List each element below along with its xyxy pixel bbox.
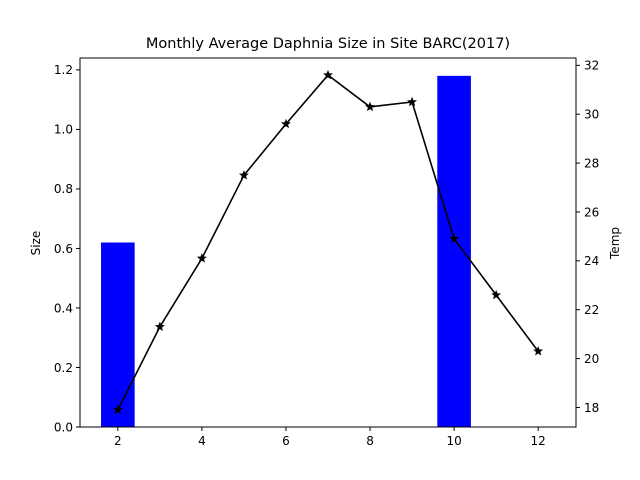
temp-marker (449, 233, 460, 244)
y-right-tick-label: 20 (584, 352, 599, 366)
temp-marker (323, 69, 333, 80)
bar-series (101, 75, 471, 428)
temp-marker (112, 404, 123, 415)
y-left-tick-label: 0.6 (54, 242, 73, 256)
temp-marker (407, 96, 418, 107)
x-tick-label: 2 (114, 434, 122, 448)
y-axis-left: 0.0 0.2 0.4 0.6 0.8 1.0 1.2 (54, 63, 80, 434)
temp-marker (280, 118, 291, 129)
temp-marker (196, 253, 207, 263)
y-axis-right: 18 20 22 24 26 28 30 32 (576, 59, 599, 415)
x-tick-label: 4 (198, 434, 206, 448)
y-right-tick-label: 24 (584, 254, 599, 268)
y-right-tick-label: 32 (584, 59, 599, 73)
y-left-tick-label: 0.0 (54, 420, 73, 434)
temp-marker (365, 101, 376, 112)
y-left-tick-label: 0.8 (54, 182, 73, 196)
temp-marker (533, 346, 544, 356)
x-axis: 2 4 6 8 10 12 (114, 427, 546, 448)
y-right-tick-label: 28 (584, 156, 599, 170)
plot-frame (79, 57, 577, 428)
y-axis-left-label: Size (29, 231, 43, 256)
y-left-tick-label: 0.4 (54, 301, 73, 315)
y-left-tick-label: 0.2 (54, 361, 73, 375)
x-tick-label: 10 (446, 434, 461, 448)
y-left-tick-label: 1.2 (54, 63, 73, 77)
x-tick-label: 12 (531, 434, 546, 448)
y-right-tick-label: 18 (584, 401, 599, 415)
y-left-tick-label: 1.0 (54, 123, 73, 137)
y-axis-right-label: Temp (608, 227, 622, 260)
x-tick-label: 8 (366, 434, 374, 448)
bar (101, 242, 135, 427)
temp-marker (491, 289, 502, 300)
bar (437, 75, 471, 428)
y-right-tick-label: 30 (584, 108, 599, 122)
line-series (112, 69, 544, 415)
temp-marker (154, 321, 165, 332)
chart-title: Monthly Average Daphnia Size in Site BAR… (146, 36, 510, 52)
y-right-tick-label: 26 (584, 205, 599, 219)
x-tick-label: 6 (282, 434, 290, 448)
y-right-tick-label: 22 (584, 303, 599, 317)
temp-line (117, 74, 539, 411)
temp-marker (238, 170, 249, 180)
